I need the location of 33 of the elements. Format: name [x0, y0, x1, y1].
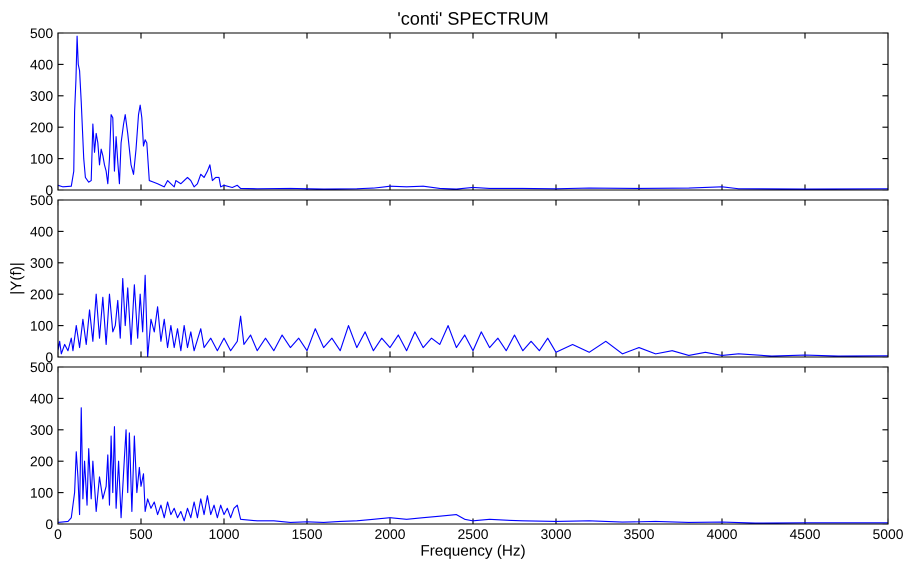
- y-tick-label: 300: [30, 91, 53, 101]
- y-tick-label: 500: [30, 28, 53, 38]
- x-tick-label: 1500: [292, 529, 322, 540]
- y-tick-label: 400: [30, 60, 53, 70]
- y-tick-label: 0: [46, 519, 53, 530]
- line-series: [58, 36, 888, 190]
- x-tick-label: 3000: [541, 529, 571, 540]
- x-tick-label: 4500: [790, 529, 820, 540]
- x-axis-title: Frequency (Hz): [422, 544, 525, 559]
- y-tick-label: 200: [30, 456, 53, 466]
- x-tick-label: 500: [130, 529, 152, 540]
- x-tick-label: 5000: [873, 529, 903, 540]
- y-tick-label: 500: [30, 362, 53, 372]
- y-tick-label: 200: [30, 122, 53, 132]
- y-tick-label: 100: [31, 320, 53, 331]
- x-tick-label: 3500: [624, 529, 654, 540]
- chart-title: 'conti' SPECTRUM: [398, 12, 548, 25]
- y-tick-label: 300: [30, 425, 53, 435]
- x-tick-label: 2000: [375, 529, 405, 540]
- y-tick-label: 400: [30, 226, 53, 237]
- y-tick-label: 400: [30, 394, 53, 404]
- y-tick-label: 500: [30, 195, 53, 206]
- y-axis-title: |Y(f)|: [10, 264, 24, 294]
- x-tick-label: 2500: [458, 529, 488, 540]
- y-tick-label: 100: [31, 488, 53, 498]
- x-tick-label: 0: [54, 529, 62, 540]
- y-tick-label: 200: [30, 290, 53, 300]
- x-tick-label: 4000: [706, 529, 737, 540]
- y-tick-label: 300: [30, 258, 53, 268]
- y-tick-label: 0: [46, 352, 53, 362]
- x-tick-label: 1000: [210, 529, 239, 540]
- y-tick-label: 100: [31, 154, 53, 164]
- y-tick-label: 0: [46, 185, 53, 196]
